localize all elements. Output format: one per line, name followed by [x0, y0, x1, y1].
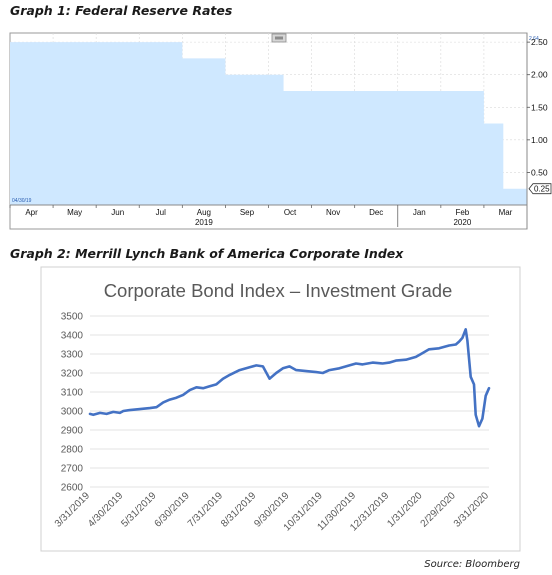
fed-year-label: 2019 — [195, 218, 213, 227]
bond-xtick-label: 5/31/2019 — [119, 490, 159, 530]
bond-ytick-label: 2900 — [61, 426, 84, 437]
fed-xtick-label: Nov — [326, 208, 340, 217]
bond-chart-title: Corporate Bond Index – Investment Grade — [104, 280, 453, 301]
bond-ytick-label: 3300 — [61, 350, 84, 361]
fed-ytick-label: 0.50 — [531, 167, 548, 177]
fed-ytick-label: 2.50 — [531, 37, 548, 47]
bond-xtick-label: 12/31/2019 — [348, 490, 391, 533]
fed-xtick-label: Mar — [499, 208, 513, 217]
source-note: Source: Bloomberg — [424, 559, 520, 570]
fed-chart-last-value-badge: 0.25 — [528, 183, 552, 195]
bond-ytick-label: 2800 — [61, 445, 84, 456]
bond-index-line — [88, 328, 491, 428]
fed-chart-x-ticks: Apr May Jun Jul Aug Sep Oct Nov Dec Jan Feb Mar 2019… — [9, 205, 513, 227]
graph1-caption: Graph 1: Federal Reserve Rates — [10, 3, 233, 18]
fed-year-label: 2020 — [453, 218, 471, 227]
bond-xtick-label: 11/30/2019 — [315, 490, 358, 533]
fed-xtick-label: Apr — [25, 208, 38, 217]
fed-chart-y-ticks: 2.50 2.00 1.50 1.00 0.50 — [527, 37, 548, 177]
bond-chart-y-ticks: 3500 3400 3300 3200 3100 3000 2900 2800 2700 2600 — [61, 312, 84, 494]
fed-ytick-label: 2.00 — [531, 70, 548, 80]
graph2-caption: Graph 2: Merrill Lynch Bank of America C… — [10, 246, 404, 261]
bond-xtick-label: 3/31/2019 — [53, 490, 93, 530]
fed-chart-ytop-label: 2.64 — [529, 36, 539, 42]
bond-xtick-label: 2/29/2020 — [419, 490, 459, 530]
fed-chart-last-value: 0.25 — [534, 185, 550, 194]
bond-chart-x-ticks: 3/31/20194/30/20195/31/20196/30/20197/31… — [53, 490, 492, 533]
fed-rates-chart: 2.64 04/30/19 2.50 2.00 1.50 1.00 0.50 Apr Ma… — [9, 32, 552, 230]
bond-xtick-label: 10/31/2019 — [282, 490, 325, 533]
bond-ytick-label: 3500 — [61, 312, 84, 323]
fed-ytick-label: 1.00 — [531, 135, 548, 145]
fed-xtick-label: Jul — [156, 208, 166, 217]
bond-ytick-label: 3400 — [61, 331, 84, 342]
bond-xtick-label: 3/31/2020 — [452, 490, 492, 530]
bond-xtick-label: 6/30/2019 — [153, 490, 193, 530]
fed-xtick-label: Sep — [240, 208, 255, 217]
fed-rate-area — [10, 42, 527, 205]
bond-chart-gridlines — [90, 315, 489, 488]
bond-ytick-label: 3100 — [61, 388, 84, 399]
fed-xtick-label: Jan — [413, 208, 426, 217]
fed-ytick-label: 1.50 — [531, 102, 548, 112]
bond-ytick-label: 3000 — [61, 407, 84, 418]
fed-xtick-label: May — [67, 208, 82, 217]
bond-xtick-label: 7/31/2019 — [186, 490, 226, 530]
bond-ytick-label: 2700 — [61, 464, 84, 475]
bond-xtick-label: 8/31/2019 — [219, 490, 259, 530]
fed-xtick-label: Aug — [197, 208, 211, 217]
fed-chart-start-date: 04/30/19 — [12, 198, 32, 204]
bond-ytick-label: 3200 — [61, 369, 84, 380]
bond-ytick-label: 2600 — [61, 483, 84, 494]
fed-xtick-label: Oct — [284, 208, 297, 217]
fed-xtick-label: Feb — [455, 208, 469, 217]
fed-xtick-label: Jun — [111, 208, 124, 217]
bond-xtick-label: 1/31/2020 — [385, 490, 425, 530]
bond-chart-frame — [40, 266, 521, 552]
bond-xtick-label: 4/30/2019 — [86, 490, 126, 530]
fed-xtick-label: Dec — [369, 208, 383, 217]
fed-chart-toolbar-icon[interactable] — [271, 33, 287, 43]
bond-xtick-label: 9/30/2019 — [252, 490, 292, 530]
